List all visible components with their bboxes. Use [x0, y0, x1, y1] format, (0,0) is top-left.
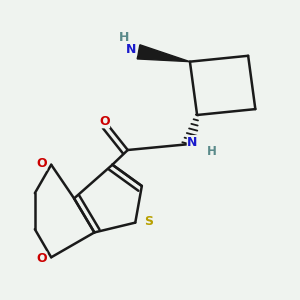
Text: O: O — [99, 115, 110, 128]
Polygon shape — [137, 45, 190, 62]
Text: N: N — [126, 43, 136, 56]
Text: H: H — [207, 145, 216, 158]
Text: H: H — [118, 31, 129, 44]
Text: S: S — [145, 215, 154, 228]
Text: O: O — [36, 252, 47, 265]
Text: N: N — [187, 136, 198, 148]
Text: O: O — [36, 157, 47, 170]
